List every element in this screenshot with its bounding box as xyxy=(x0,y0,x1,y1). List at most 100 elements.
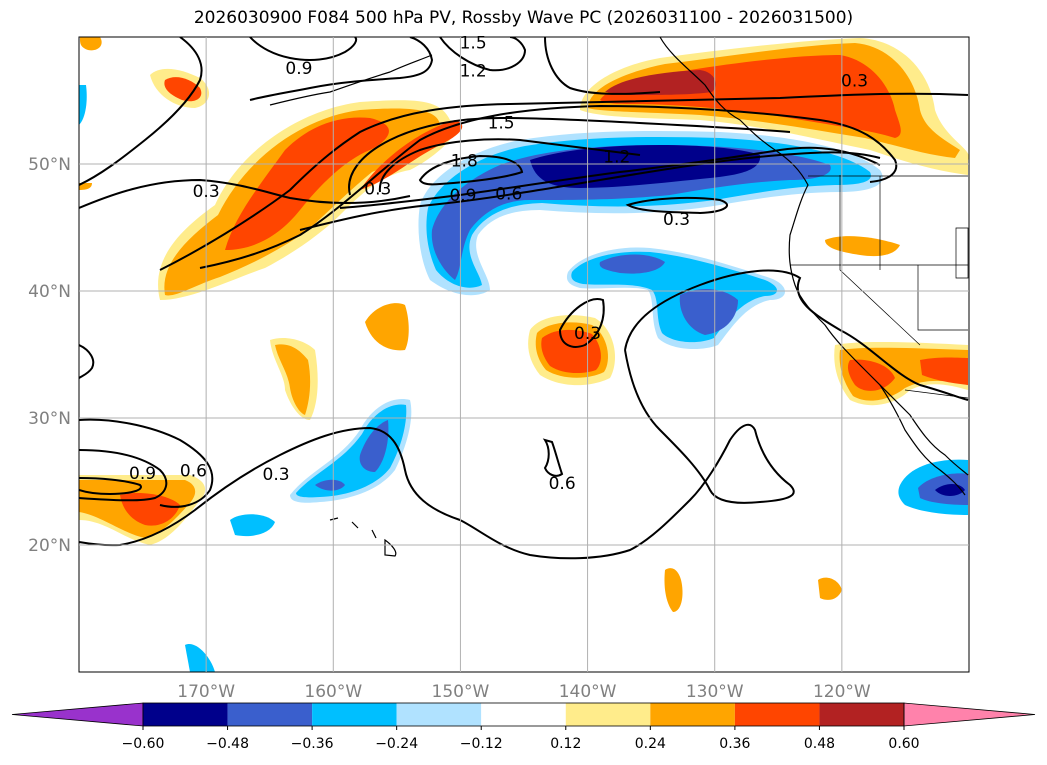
colorbar-segment xyxy=(734,703,820,726)
pv-contour-line xyxy=(79,477,142,496)
contour-label: 0.9 xyxy=(449,186,476,206)
contour-label: 0.6 xyxy=(180,461,207,481)
colorbar-tick-label: −0.60 xyxy=(122,736,165,752)
contour-label: 0.6 xyxy=(495,184,522,204)
lon-tick-label: 170°W xyxy=(177,682,235,702)
pv-contour-line xyxy=(625,196,728,215)
negative-anomaly-region xyxy=(599,254,665,274)
shaded-pv-anomaly xyxy=(79,37,969,672)
state-border xyxy=(839,175,921,346)
political-borders xyxy=(790,175,969,399)
colorbar-tick-label: 0.36 xyxy=(719,736,750,752)
lon-tick-label: 150°W xyxy=(432,682,490,702)
colorbar-tick-label: 0.24 xyxy=(635,736,666,752)
positive-anomaly-region xyxy=(79,183,92,190)
contour-label: 0.3 xyxy=(574,324,601,344)
lon-tick-label: 130°W xyxy=(686,682,744,702)
negative-anomaly-region xyxy=(935,484,965,496)
positive-anomaly-region xyxy=(275,344,311,415)
axis-labels: 20°N 30°N 40°N 50°N 170°W 160°W 150°W 140°W 130°… xyxy=(28,155,871,702)
colorbar-extend-high xyxy=(903,702,1036,727)
colorbar-tick-label: −0.24 xyxy=(375,736,418,752)
pv-contour-line xyxy=(339,146,881,209)
contour-label: 0.6 xyxy=(549,474,576,494)
pv-contour-line xyxy=(79,449,168,502)
colorbar-tick-label: −0.12 xyxy=(460,736,503,752)
colorbar-tick-label: 0.48 xyxy=(804,736,835,752)
pv-contour-line xyxy=(348,116,791,196)
colorbar-segment xyxy=(481,703,566,726)
pv-contour-line xyxy=(79,344,95,379)
colorbar-extend-low xyxy=(11,702,144,727)
negative-anomaly-region xyxy=(359,420,389,472)
lon-tick-label: 120°W xyxy=(813,682,871,702)
pv-contour-line xyxy=(544,37,661,95)
pv-contours xyxy=(79,37,969,560)
gridlines xyxy=(79,37,969,672)
contour-label: 1.5 xyxy=(488,113,515,133)
pv-contour-line xyxy=(249,37,358,61)
colorbar-segment xyxy=(650,703,735,726)
baja-coastline xyxy=(879,384,966,496)
negative-anomaly-region xyxy=(315,479,345,491)
positive-anomaly-region xyxy=(164,77,202,102)
map-area xyxy=(79,37,969,672)
lat-tick-label: 20°N xyxy=(28,536,71,556)
colorbar-tick-label: −0.36 xyxy=(291,736,334,752)
pv-contour-line xyxy=(439,37,527,72)
positive-anomaly-region xyxy=(605,70,716,95)
contour-label: 1.5 xyxy=(460,33,487,53)
contour-label: 0.3 xyxy=(364,179,391,199)
contour-label: 0.3 xyxy=(663,210,690,230)
positive-anomaly-region xyxy=(825,236,900,257)
hawaii-coastline xyxy=(329,517,397,557)
pv-contour-line xyxy=(159,92,969,271)
pv-contour-line xyxy=(79,349,795,560)
pv-contour-line xyxy=(249,37,434,101)
positive-anomaly-region xyxy=(847,359,895,391)
colorbar-segment xyxy=(819,703,904,726)
colorbar-segment xyxy=(312,703,397,726)
colorbar-tick-label: 0.12 xyxy=(550,736,581,752)
contour-label: 0.3 xyxy=(841,71,868,91)
lat-tick-label: 50°N xyxy=(28,155,71,175)
pv-contour-line xyxy=(199,104,898,269)
contour-label: 0.9 xyxy=(285,59,312,79)
positive-anomaly-region xyxy=(541,329,601,374)
lon-tick-label: 160°W xyxy=(304,682,362,702)
contour-label: 0.3 xyxy=(263,465,290,485)
pv-contour-line xyxy=(79,418,214,508)
colorbar-segment xyxy=(396,703,482,726)
contour-labels: 1.5 1.2 0.9 1.5 1.8 1.2 0.3 0.3 0.9 0.6 0.3 0.3 0.3 0… xyxy=(129,33,868,494)
negative-anomaly-region xyxy=(79,85,87,125)
pv-contour-line xyxy=(624,269,969,401)
colorbar-tick-label: −0.48 xyxy=(206,736,249,752)
negative-anomaly-region xyxy=(679,288,738,335)
lon-tick-label: 140°W xyxy=(559,682,617,702)
map-frame xyxy=(78,36,970,673)
negative-anomaly-region xyxy=(185,644,215,672)
lat-tick-label: 40°N xyxy=(28,282,71,302)
lat-tick-label: 30°N xyxy=(28,409,71,429)
negative-anomaly-region xyxy=(230,514,275,537)
colorbar: −0.60 −0.48 −0.36 −0.24 −0.12 0.12 0.24 0.36 0.4… xyxy=(11,702,1036,752)
contour-label: 0.3 xyxy=(193,182,220,202)
colorbar-outline xyxy=(142,702,905,727)
pv-contour-line xyxy=(79,37,203,186)
contour-label: 1.2 xyxy=(603,148,630,168)
positive-anomaly-region xyxy=(818,577,842,600)
colorbar-segment xyxy=(143,703,228,726)
pv-contour-line xyxy=(79,178,411,209)
positive-anomaly-region xyxy=(80,37,102,51)
colorbar-tick-label: 0.60 xyxy=(888,736,919,752)
negative-anomaly-region xyxy=(431,145,831,280)
map-title: 2026030900 F084 500 hPa PV, Rossby Wave … xyxy=(193,8,854,28)
pv-contour-line xyxy=(558,298,605,348)
state-border xyxy=(955,227,969,279)
positive-anomaly-region xyxy=(664,568,683,612)
pv-contour-line xyxy=(299,151,881,231)
positive-anomaly-region xyxy=(920,357,968,385)
state-border xyxy=(917,265,968,331)
contour-label: 0.9 xyxy=(129,464,156,484)
